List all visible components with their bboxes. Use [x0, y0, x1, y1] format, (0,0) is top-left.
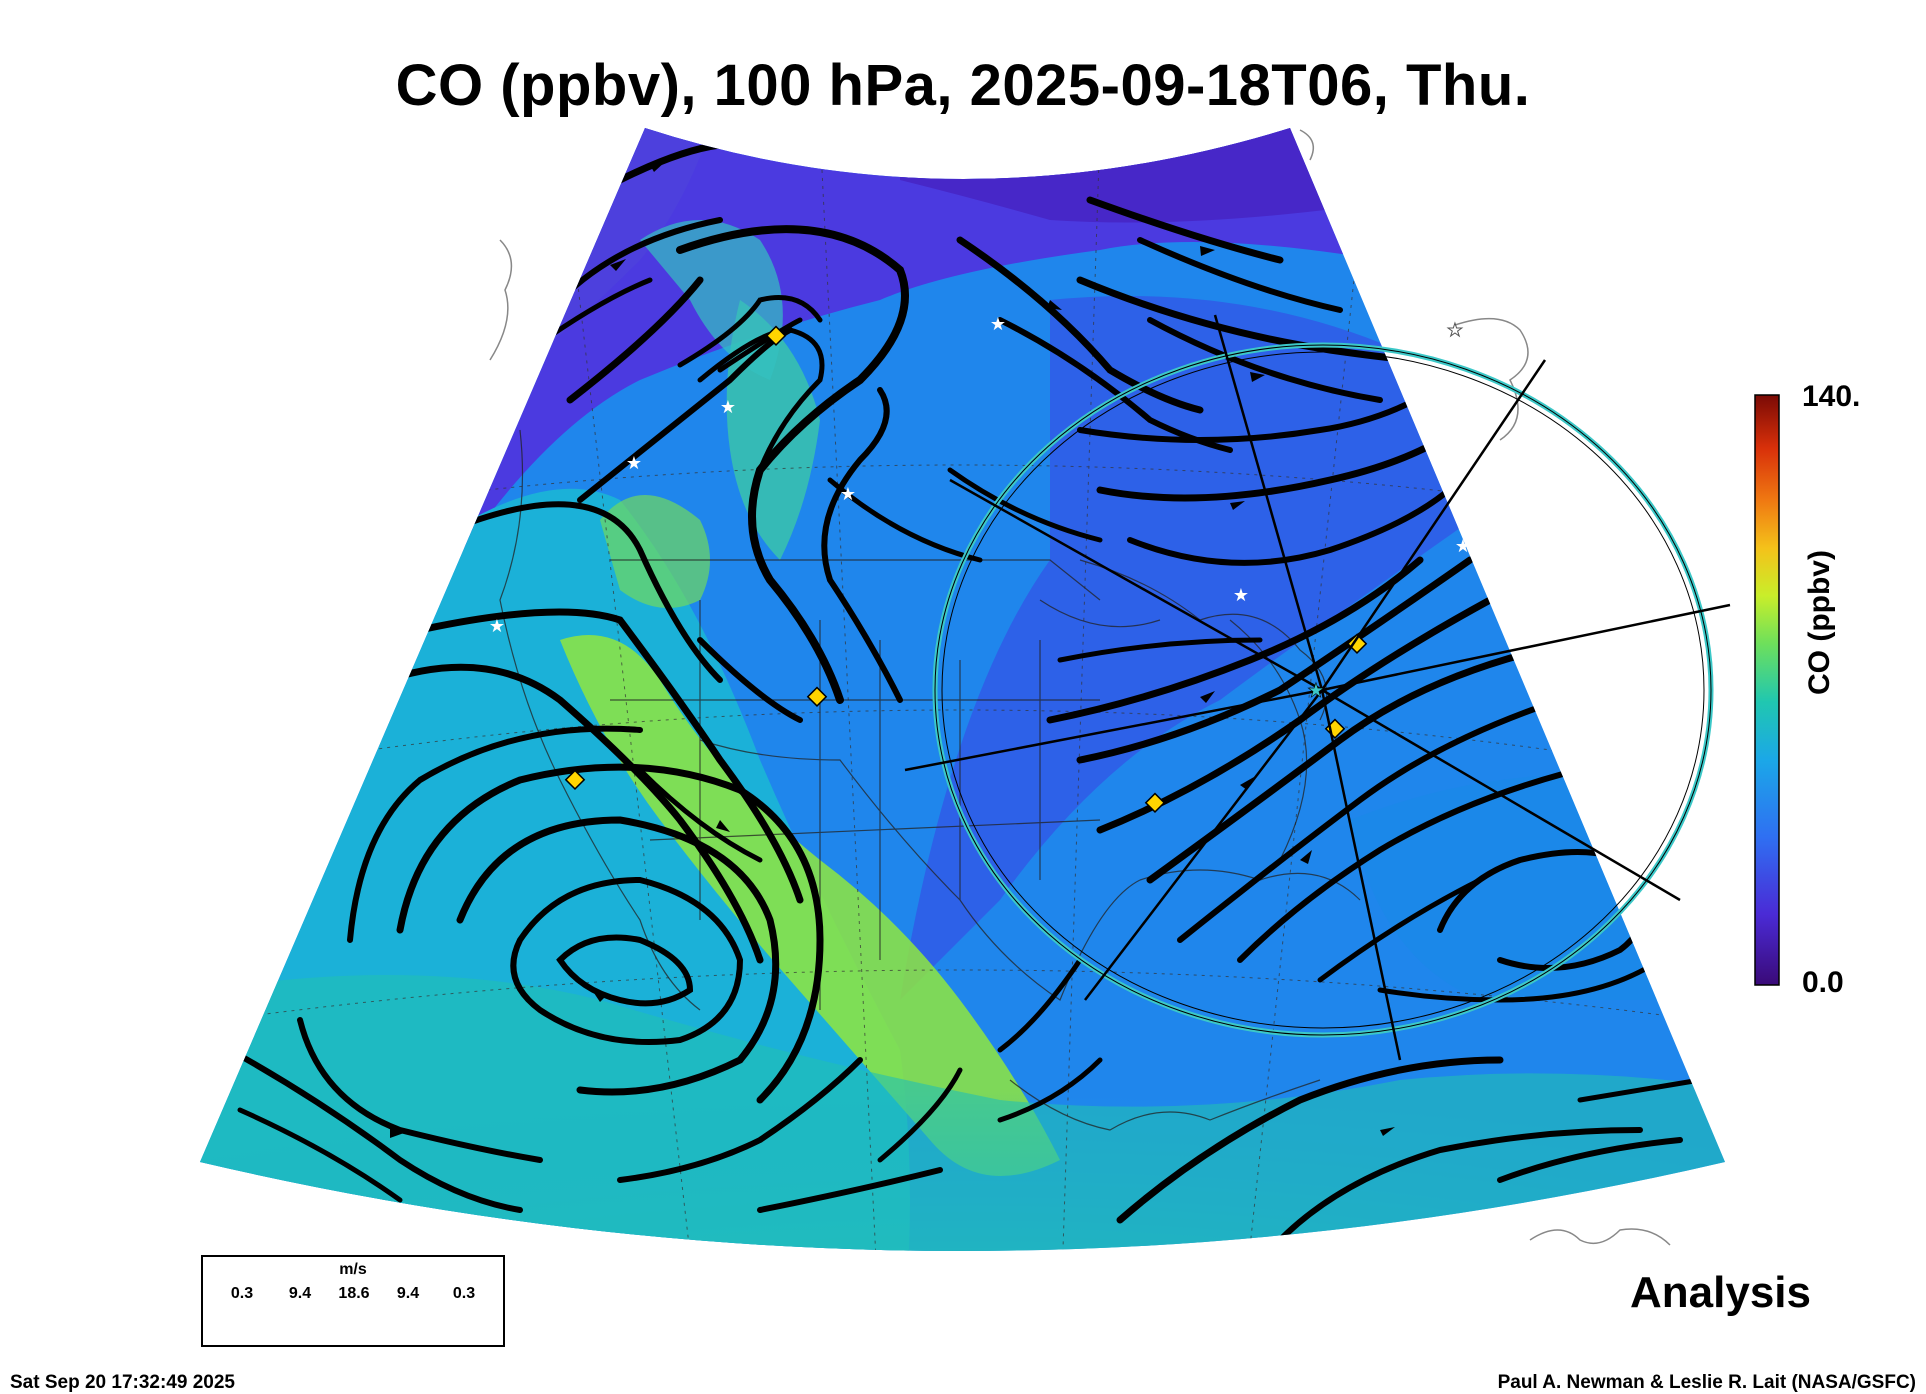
wind-legend-tick: 18.6	[338, 1285, 370, 1302]
star-marker: ★	[720, 397, 736, 417]
star-marker: ★	[1233, 585, 1249, 605]
wind-legend-tick: 9.4	[396, 1285, 420, 1302]
diamond-marker	[1144, 792, 1166, 813]
star-marker: ★	[489, 616, 505, 636]
wind-legend-tick: 0.3	[452, 1285, 476, 1302]
colorbar-axis-label: CO (ppbv)	[1803, 550, 1836, 695]
star-marker: ★	[840, 484, 856, 504]
coastlines-outside	[489, 129, 1671, 1246]
diamond-marker	[1346, 633, 1368, 654]
star-marker: ★	[626, 453, 642, 473]
star-marker: ★	[990, 314, 1006, 334]
co-field	[200, 128, 1725, 1251]
map-title: CO (ppbv), 100 hPa, 2025-09-18T06, Thu.	[395, 53, 1531, 118]
streamline-arrows	[390, 161, 1395, 1138]
wind-legend-tick: 9.4	[288, 1285, 312, 1302]
diamond-marker	[806, 686, 828, 707]
center-star: ★	[1307, 680, 1325, 702]
wind-legend-tick: 0.3	[230, 1285, 254, 1302]
graticule	[219, 129, 1701, 1251]
star-marker: ★	[1447, 320, 1463, 340]
diamond-marker	[765, 325, 787, 346]
colorbar-max-label: 140.	[1802, 380, 1861, 413]
diamond-marker	[564, 769, 586, 790]
wind-legend: m/s 0.3 9.4 18.6 9.4 0.3	[201, 1255, 505, 1347]
analysis-label: Analysis	[1630, 1268, 1811, 1317]
render-timestamp: Sat Sep 20 17:32:49 2025	[10, 1372, 235, 1393]
colorbar-min-label: 0.0	[1802, 966, 1844, 999]
focus-circle: ★	[904, 314, 1731, 1061]
credit-line: Paul A. Newman & Leslie R. Lait (NASA/GS…	[1497, 1372, 1916, 1393]
wind-legend-unit: m/s	[339, 1261, 367, 1278]
star-marker: ★	[1455, 536, 1471, 556]
colorbar	[1754, 394, 1780, 986]
